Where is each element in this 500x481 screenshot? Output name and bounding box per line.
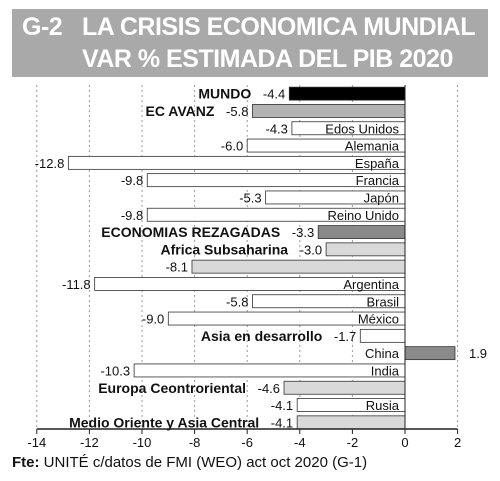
- value-label: -8.1: [166, 260, 188, 275]
- source-prefix: Fte:: [12, 454, 40, 471]
- x-tick-label: -8: [189, 435, 201, 450]
- source-text: UNITÉ c/datos de FMI (WEO) act oct 2020 …: [39, 454, 368, 471]
- x-tick-label: -2: [347, 435, 359, 450]
- x-tick-label: -14: [27, 435, 46, 450]
- value-label: -3.3: [292, 225, 314, 240]
- category-label: Argentina: [343, 277, 399, 292]
- value-label: -9.8: [121, 173, 143, 188]
- category-label: Europa Ceontroriental: [98, 380, 246, 396]
- value-label: -4.3: [266, 121, 288, 136]
- bar: [283, 380, 406, 395]
- value-label: -1.7: [334, 329, 356, 344]
- category-label: Rusia: [366, 398, 400, 413]
- value-label: -4.1: [271, 415, 293, 430]
- value-label: 1.9: [469, 346, 487, 361]
- x-tick-label: -10: [133, 435, 152, 450]
- value-label: -5.3: [239, 190, 261, 205]
- category-label: China: [365, 346, 400, 361]
- category-label: Medio Oriente y Asia Central: [69, 414, 259, 430]
- category-label: EC AVANZ: [145, 103, 214, 119]
- value-label: -9.0: [142, 312, 164, 327]
- source-note: Fte: UNITÉ c/datos de FMI (WEO) act oct …: [12, 454, 367, 471]
- value-label: -4.1: [271, 398, 293, 413]
- value-label: -11.8: [62, 277, 91, 292]
- category-label: India: [371, 363, 400, 378]
- value-label: -12.8: [35, 156, 65, 171]
- x-tick-label: -4: [294, 435, 306, 450]
- chart-title: LA CRISIS ECONOMICA MUNDIAL: [82, 13, 475, 41]
- value-label: -10.3: [100, 363, 130, 378]
- x-tick-label: -6: [241, 435, 253, 450]
- category-label: Reino Unido: [327, 208, 399, 223]
- x-tick-label: 0: [401, 435, 408, 450]
- bar: [296, 415, 406, 430]
- value-label: -4.4: [263, 87, 285, 102]
- category-label: Francia: [356, 173, 400, 188]
- value-label: -5.8: [226, 294, 248, 309]
- bar: [359, 328, 406, 343]
- chart-header: G-2 LA CRISIS ECONOMICA MUNDIAL VAR % ES…: [12, 9, 488, 77]
- category-label: México: [358, 312, 399, 327]
- bar: [133, 363, 406, 378]
- category-label: MUNDO: [198, 86, 251, 102]
- bar: [325, 242, 406, 257]
- value-label: -9.8: [121, 208, 143, 223]
- category-label: ECONOMIAS REZAGADAS: [101, 224, 280, 240]
- category-label: Japón: [364, 190, 399, 205]
- x-tick-label: -12: [80, 435, 99, 450]
- value-label: -6.0: [221, 139, 243, 154]
- x-tick-label: 2: [454, 435, 461, 450]
- bar: [317, 225, 406, 239]
- category-label: Edos Unidos: [325, 121, 399, 136]
- value-label: -3.0: [300, 242, 322, 257]
- chart-code: G-2: [22, 13, 63, 41]
- category-label: Alemania: [345, 139, 400, 154]
- category-label: Brasil: [366, 294, 399, 309]
- category-label: Africa Subsaharina: [160, 241, 288, 257]
- bar: [252, 104, 406, 118]
- value-label: -5.8: [226, 104, 248, 119]
- bar: [288, 86, 406, 101]
- bar: [191, 259, 406, 274]
- category-label: España: [355, 156, 400, 171]
- chart-subtitle: VAR % ESTIMADA DEL PIB 2020: [82, 45, 453, 73]
- value-label: -4.6: [258, 381, 280, 396]
- category-label: Asia en desarrollo: [201, 328, 322, 344]
- bar: [404, 346, 456, 361]
